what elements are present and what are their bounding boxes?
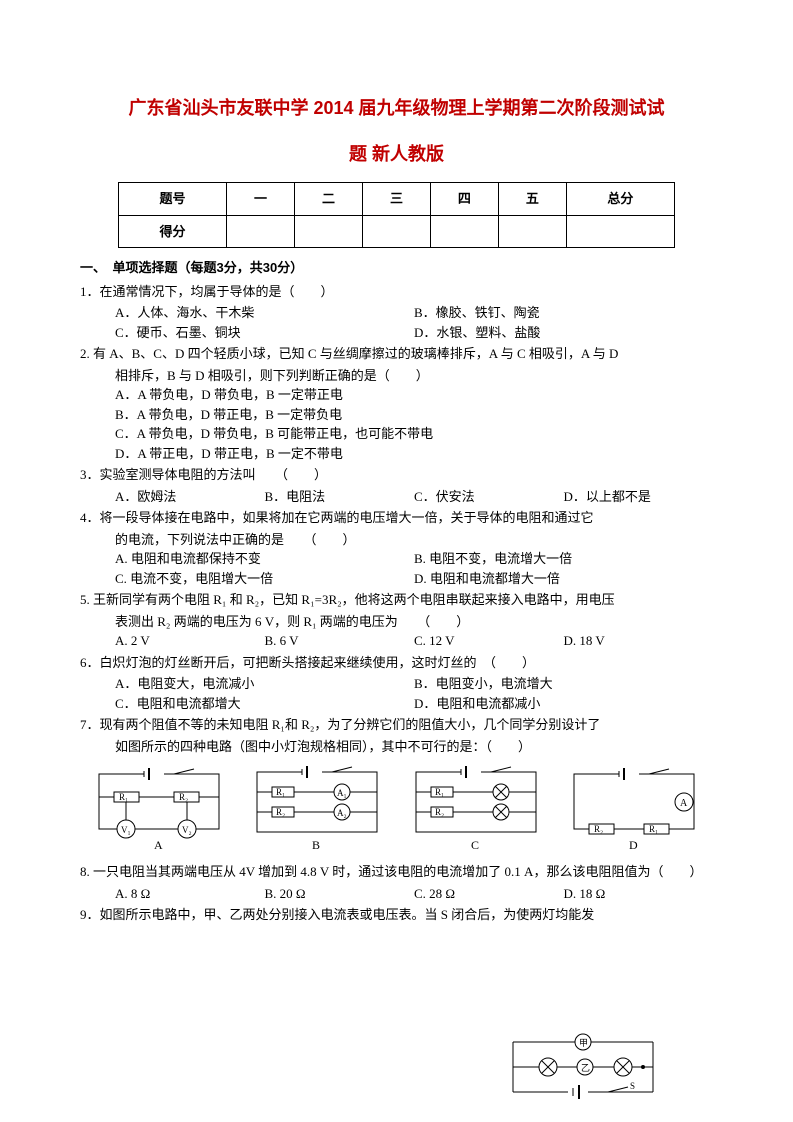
q4-stem1: 4．将一段导体接在电路中，如果将加在它两端的电压增大一倍，关于导体的电阻和通过它 [95, 508, 713, 528]
exam-title-line2: 题 新人教版 [80, 136, 713, 172]
q6-option-d: D．电阻和电流都减小 [414, 694, 713, 714]
svg-text:R₁: R₁ [435, 787, 444, 797]
q5-stem2: 表测出 R₂ 两端的电压为 6 V，则 R₁ 两端的电压为 （ ） [115, 612, 713, 632]
circuit-d-icon: A R₂ R₁ D [564, 764, 704, 854]
svg-text:V₁: V₁ [121, 825, 131, 835]
q7-circuits: R₁ R₂ V₁ V₂ A R₁ A₁ R₂ A₂ B [80, 764, 713, 854]
q6-option-c: C．电阻和电流都增大 [115, 694, 414, 714]
score-header-5: 五 [498, 183, 566, 216]
q1-option-d: D．水银、塑料、盐酸 [414, 323, 713, 343]
q1-option-b: B．橡胶、铁钉、陶瓷 [414, 303, 713, 323]
svg-text:R₁: R₁ [276, 787, 285, 797]
q3-option-c: C．伏安法 [414, 487, 564, 507]
q4-option-b: B. 电阻不变，电流增大一倍 [414, 549, 713, 569]
svg-text:乙: 乙 [581, 1063, 590, 1073]
score-header-row: 题号 一 二 三 四 五 总分 [118, 183, 674, 216]
svg-text:R₂: R₂ [179, 792, 188, 802]
q5-option-d: D. 18 V [564, 631, 714, 651]
q5-stem1: 5. 王新同学有两个电阻 R₁ 和 R₂，已知 R₁=3R₂，他将这两个电阻串联… [95, 590, 713, 610]
circuit-a-label: A [154, 838, 163, 852]
score-header-1: 一 [227, 183, 295, 216]
q4-option-a: A. 电阻和电流都保持不变 [115, 549, 414, 569]
q3-option-b: B．电阻法 [265, 487, 415, 507]
svg-text:R₂: R₂ [276, 807, 285, 817]
svg-text:R₁: R₁ [649, 824, 658, 834]
q1-option-a: A．人体、海水、干木柴 [115, 303, 414, 323]
circuit-c-icon: R₁ R₂ C [406, 764, 546, 854]
q2-option-b: B．A 带负电，D 带正电，B 一定带负电 [115, 405, 713, 425]
q2-option-d: D．A 带正电，D 带正电，B 一定不带电 [115, 444, 713, 464]
q2-stem2: 相排斥，B 与 D 相吸引，则下列判断正确的是（ ） [115, 366, 713, 386]
q2-option-a: A．A 带负电，D 带负电，B 一定带正电 [115, 385, 713, 405]
q7-stem1: 7．现有两个阻值不等的未知电阻 R₁和 R₂，为了分辨它们的阻值大小，几个同学分… [95, 715, 713, 735]
q1-stem: 1．在通常情况下，均属于导体的是（ ） [95, 282, 713, 302]
q1-option-c: C．硬币、石墨、铜块 [115, 323, 414, 343]
q5-option-a: A. 2 V [115, 631, 265, 651]
score-cell-3 [362, 215, 430, 248]
q5-option-c: C. 12 V [414, 631, 564, 651]
q3-stem: 3．实验室测导体电阻的方法叫 （ ） [95, 465, 713, 485]
q3-option-a: A．欧姆法 [115, 487, 265, 507]
score-cell-4 [430, 215, 498, 248]
q4-stem2: 的电流，下列说法中正确的是 （ ） [115, 530, 713, 550]
circuit-b-icon: R₁ A₁ R₂ A₂ B [247, 764, 387, 854]
score-header-2: 二 [295, 183, 363, 216]
q9-circuit-icon: 甲 乙 S [503, 1032, 663, 1102]
circuit-d-label: D [629, 838, 638, 852]
score-header-4: 四 [430, 183, 498, 216]
score-cell-5 [498, 215, 566, 248]
q8-option-c: C. 28 Ω [414, 884, 564, 904]
circuit-b-label: B [312, 838, 320, 852]
svg-text:A₂: A₂ [337, 808, 347, 818]
svg-text:V₂: V₂ [182, 825, 192, 835]
q8-stem: 8. 一只电阻当其两端电压从 4V 增加到 4.8 V 时，通过该电阻的电流增加… [95, 862, 713, 882]
svg-text:R₂: R₂ [594, 824, 603, 834]
q8-option-b: B. 20 Ω [265, 884, 415, 904]
score-header-label: 题号 [118, 183, 226, 216]
q6-option-a: A．电阻变大，电流减小 [115, 674, 414, 694]
score-row-label: 得分 [118, 215, 226, 248]
svg-text:A₁: A₁ [337, 788, 347, 798]
q4-option-c: C. 电流不变，电阻增大一倍 [115, 569, 414, 589]
q4-option-d: D. 电阻和电流都增大一倍 [414, 569, 713, 589]
svg-text:A: A [680, 798, 688, 809]
q5-option-b: B. 6 V [265, 631, 415, 651]
q2-option-c: C．A 带负电，D 带负电，B 可能带正电，也可能不带电 [115, 424, 713, 444]
svg-text:S: S [630, 1081, 635, 1091]
q2-stem1: 2. 有 A、B、C、D 四个轻质小球，已知 C 与丝绸摩擦过的玻璃棒排斥，A … [95, 344, 713, 364]
circuit-c-label: C [471, 838, 479, 852]
score-header-total: 总分 [566, 183, 674, 216]
exam-title-line1: 广东省汕头市友联中学 2014 届九年级物理上学期第二次阶段测试试 [80, 90, 713, 126]
score-cell-1 [227, 215, 295, 248]
q8-option-a: A. 8 Ω [115, 884, 265, 904]
score-cell-total [566, 215, 674, 248]
q6-option-b: B．电阻变小，电流增大 [414, 674, 713, 694]
svg-text:R₁: R₁ [119, 792, 128, 802]
score-header-3: 三 [362, 183, 430, 216]
q6-stem: 6．白炽灯泡的灯丝断开后，可把断头搭接起来继续使用，这时灯丝的 （ ） [95, 653, 713, 673]
svg-text:甲: 甲 [579, 1038, 588, 1048]
score-value-row: 得分 [118, 215, 674, 248]
q9-stem: 9．如图所示电路中，甲、乙两处分别接入电流表或电压表。当 S 闭合后，为使两灯均… [95, 905, 713, 925]
section-1-heading: 一、 单项选择题（每题3分，共30分） [80, 258, 713, 278]
svg-text:R₂: R₂ [435, 807, 444, 817]
score-table: 题号 一 二 三 四 五 总分 得分 [118, 182, 675, 248]
score-cell-2 [295, 215, 363, 248]
q3-option-d: D．以上都不是 [564, 487, 714, 507]
q8-option-d: D. 18 Ω [564, 884, 714, 904]
q7-stem2: 如图所示的四种电路（图中小灯泡规格相同），其中不可行的是：（ ） [115, 737, 713, 757]
circuit-a-icon: R₁ R₂ V₁ V₂ A [89, 764, 229, 854]
